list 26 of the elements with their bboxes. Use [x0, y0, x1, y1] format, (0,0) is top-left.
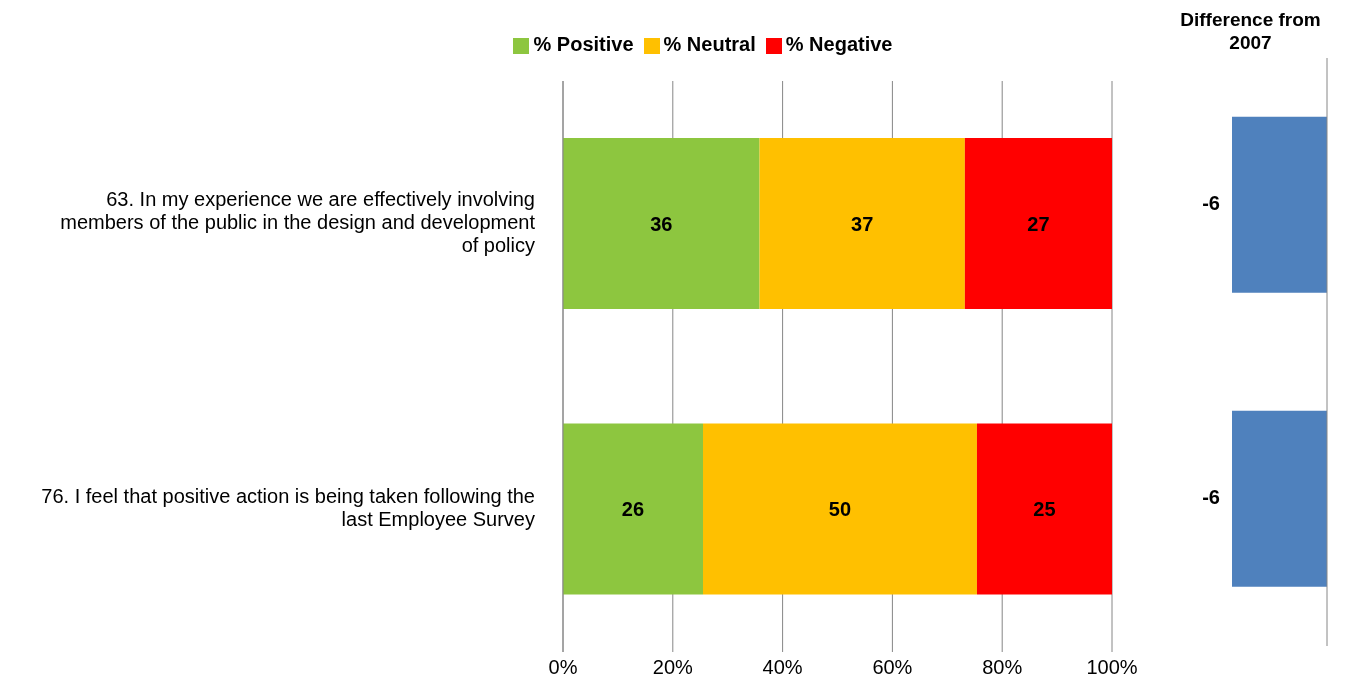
bar — [563, 423, 703, 595]
x-tick-label: 20% — [652, 656, 694, 679]
chart-title: Difference from 2007 — [1179, 8, 1322, 54]
data-label: -6 — [1202, 486, 1220, 509]
x-tick-label: 40% — [762, 656, 803, 679]
y-tick-label: 76. I feel that positive action is being taken following the last Employee Survey — [41, 485, 535, 531]
data-label: 50 — [828, 498, 852, 521]
bar — [964, 138, 1112, 310]
data-label: 36 — [650, 212, 673, 235]
data-label: 25 — [1033, 498, 1056, 521]
legend-label: % Neutral — [663, 33, 756, 55]
legend-label: % Positive — [533, 33, 634, 55]
bar — [703, 423, 977, 595]
bar — [759, 138, 965, 310]
data-label: 27 — [1027, 212, 1050, 235]
data-label: -6 — [1202, 192, 1220, 215]
bar — [976, 423, 1112, 595]
x-tick-label: 80% — [982, 656, 1023, 679]
data-label: 37 — [851, 212, 874, 235]
x-tick-label: 100% — [1086, 656, 1138, 679]
y-tick-label: 63. In my experience we are effectively involving members of the public in the design and development of policy — [60, 188, 536, 257]
x-tick-label: 0% — [548, 656, 578, 679]
data-label: 26 — [621, 498, 645, 521]
legend-label: % Negative — [785, 33, 893, 55]
x-tick-label: 60% — [872, 656, 913, 679]
bar — [563, 138, 760, 310]
